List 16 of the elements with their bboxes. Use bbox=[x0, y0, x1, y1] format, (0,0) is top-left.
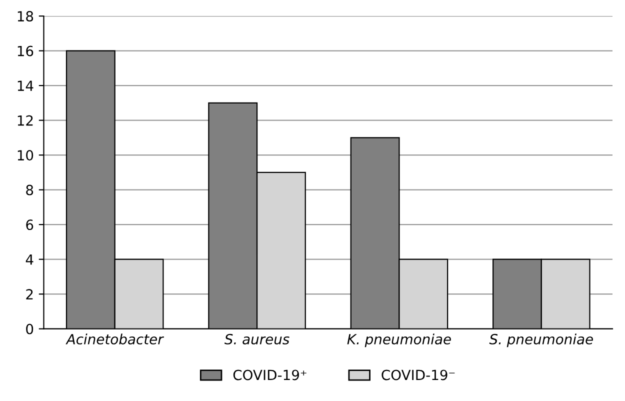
y-tick-label: 14 bbox=[18, 80, 34, 91]
y-tick-label: 4 bbox=[26, 254, 34, 265]
legend-label: COVID-19⁻ bbox=[382, 370, 455, 380]
x-tick-label: Acinetobacter bbox=[66, 334, 164, 344]
y-tick-label: 6 bbox=[26, 220, 34, 230]
y-tick-label: 0 bbox=[26, 324, 34, 334]
x-tick-label: S. aureus bbox=[224, 334, 290, 344]
x-tick-label: K. pneumoniae bbox=[347, 334, 451, 348]
y-tick-label: 10 bbox=[18, 150, 34, 161]
legend-label: COVID-19⁺ bbox=[233, 370, 306, 380]
y-tick-label: 12 bbox=[18, 115, 33, 126]
y-tick-label: 18 bbox=[18, 11, 34, 22]
x-tick-label: S. pneumoniae bbox=[489, 334, 593, 348]
y-tick-label: 16 bbox=[18, 46, 34, 56]
y-tick-label: 8 bbox=[26, 184, 34, 196]
y-tick-label: 2 bbox=[26, 289, 33, 300]
